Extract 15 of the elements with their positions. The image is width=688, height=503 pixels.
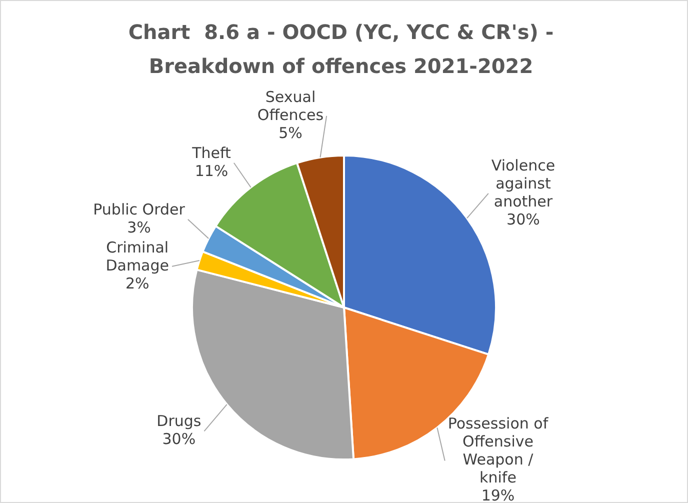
slice-label: Sexual Offences: [257, 88, 324, 124]
data-label: 30%: [506, 210, 540, 228]
slice-label: Criminal Damage: [106, 238, 169, 274]
data-label: 3%: [127, 218, 151, 236]
data-label: 5%: [278, 124, 302, 142]
data-label: 30%: [162, 430, 196, 448]
slice-label: Drugs: [156, 412, 202, 430]
data-label: 11%: [194, 162, 228, 180]
slice-label: Possession of Offensive Weapon / knife: [448, 414, 549, 487]
slice-label: Theft: [191, 144, 232, 162]
slice-label: Violence against another: [491, 156, 556, 210]
data-label: 19%: [481, 486, 515, 503]
slice-label: Public Order: [93, 200, 186, 218]
data-label: 2%: [125, 274, 150, 292]
chart-title: Chart 8.6 a - OOCD (YC, YCC & CR's) - Breakdown of offences 2021-2022: [127, 19, 555, 80]
